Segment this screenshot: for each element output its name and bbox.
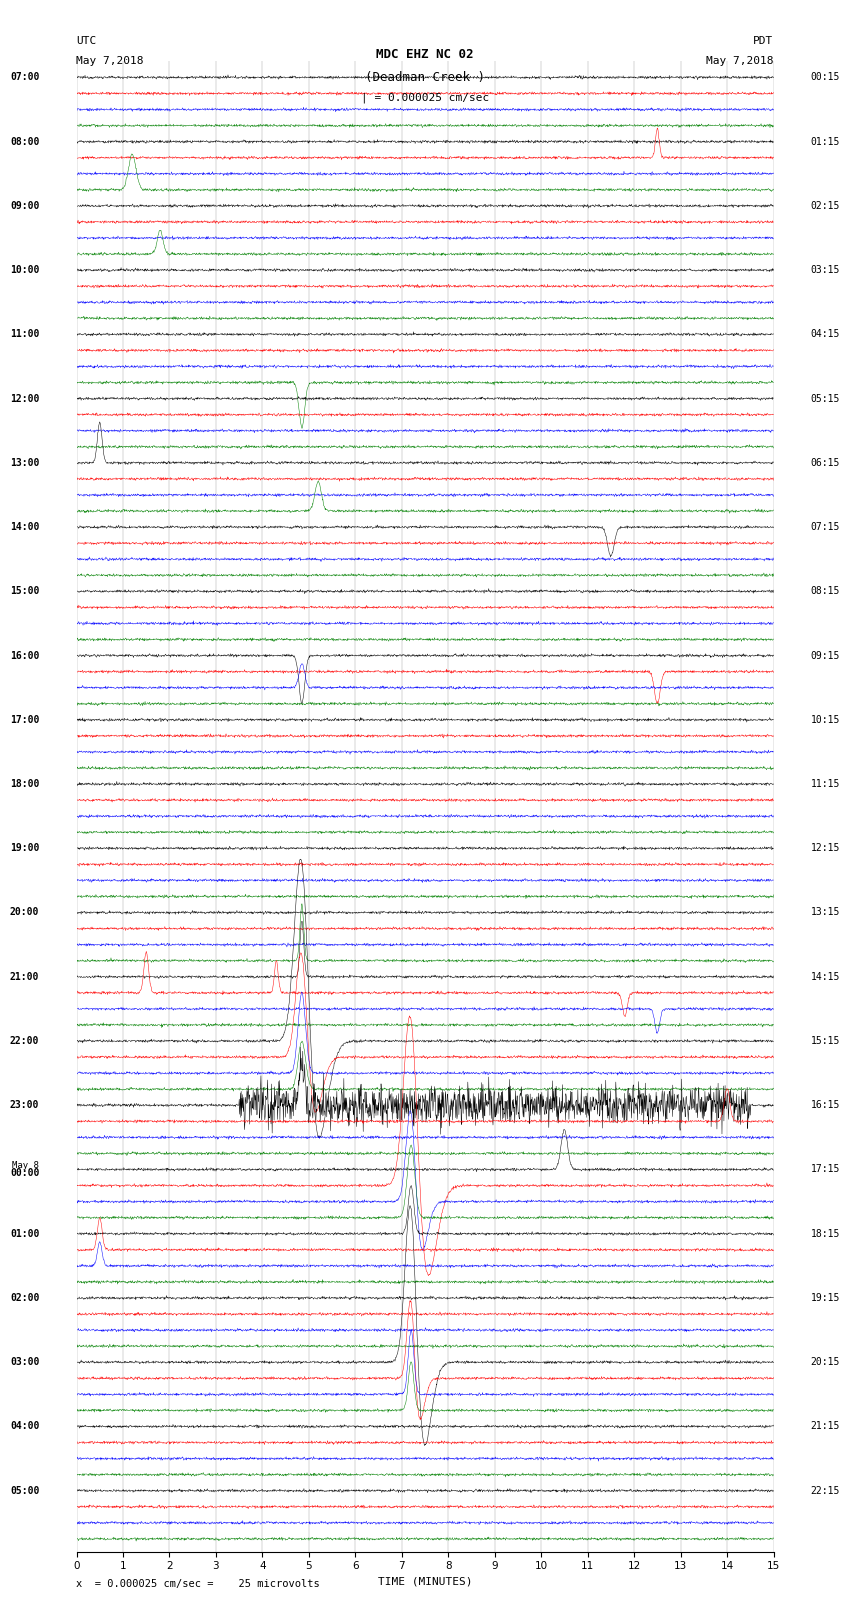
Text: 00:00: 00:00 [10, 1168, 39, 1179]
Text: 20:15: 20:15 [811, 1357, 840, 1368]
Text: 11:15: 11:15 [811, 779, 840, 789]
Text: 22:15: 22:15 [811, 1486, 840, 1495]
Text: 11:00: 11:00 [10, 329, 39, 339]
Text: 07:15: 07:15 [811, 523, 840, 532]
Text: 18:15: 18:15 [811, 1229, 840, 1239]
Text: 01:15: 01:15 [811, 137, 840, 147]
X-axis label: TIME (MINUTES): TIME (MINUTES) [377, 1578, 473, 1587]
Text: 23:00: 23:00 [10, 1100, 39, 1110]
Text: May 7,2018: May 7,2018 [76, 56, 144, 66]
Text: 01:00: 01:00 [10, 1229, 39, 1239]
Text: 08:00: 08:00 [10, 137, 39, 147]
Text: UTC: UTC [76, 37, 97, 47]
Text: 18:00: 18:00 [10, 779, 39, 789]
Text: 21:15: 21:15 [811, 1421, 840, 1431]
Text: 09:15: 09:15 [811, 650, 840, 661]
Text: 16:00: 16:00 [10, 650, 39, 661]
Text: 17:00: 17:00 [10, 715, 39, 724]
Text: 20:00: 20:00 [10, 908, 39, 918]
Text: 05:00: 05:00 [10, 1486, 39, 1495]
Text: 08:15: 08:15 [811, 586, 840, 597]
Text: 05:15: 05:15 [811, 394, 840, 403]
Text: 03:00: 03:00 [10, 1357, 39, 1368]
Text: 21:00: 21:00 [10, 971, 39, 982]
Text: 10:00: 10:00 [10, 265, 39, 276]
Text: (Deadman Creek ): (Deadman Creek ) [365, 71, 485, 84]
Text: 06:15: 06:15 [811, 458, 840, 468]
Text: 12:00: 12:00 [10, 394, 39, 403]
Text: 10:15: 10:15 [811, 715, 840, 724]
Text: 16:15: 16:15 [811, 1100, 840, 1110]
Text: May 7,2018: May 7,2018 [706, 56, 774, 66]
Text: 17:15: 17:15 [811, 1165, 840, 1174]
Text: 04:00: 04:00 [10, 1421, 39, 1431]
Text: 22:00: 22:00 [10, 1036, 39, 1045]
Text: 02:00: 02:00 [10, 1294, 39, 1303]
Text: 12:15: 12:15 [811, 844, 840, 853]
Text: 04:15: 04:15 [811, 329, 840, 339]
Text: 00:15: 00:15 [811, 73, 840, 82]
Text: 02:15: 02:15 [811, 202, 840, 211]
Text: May 8: May 8 [13, 1161, 39, 1169]
Text: 19:00: 19:00 [10, 844, 39, 853]
Text: 14:15: 14:15 [811, 971, 840, 982]
Text: | = 0.000025 cm/sec: | = 0.000025 cm/sec [361, 92, 489, 103]
Text: 15:15: 15:15 [811, 1036, 840, 1045]
Text: 13:00: 13:00 [10, 458, 39, 468]
Text: 13:15: 13:15 [811, 908, 840, 918]
Text: 07:00: 07:00 [10, 73, 39, 82]
Text: 15:00: 15:00 [10, 586, 39, 597]
Text: 19:15: 19:15 [811, 1294, 840, 1303]
Text: PDT: PDT [753, 37, 774, 47]
Text: 14:00: 14:00 [10, 523, 39, 532]
Text: 03:15: 03:15 [811, 265, 840, 276]
Text: x  = 0.000025 cm/sec =    25 microvolts: x = 0.000025 cm/sec = 25 microvolts [76, 1579, 320, 1589]
Text: MDC EHZ NC 02: MDC EHZ NC 02 [377, 48, 473, 61]
Text: 09:00: 09:00 [10, 202, 39, 211]
